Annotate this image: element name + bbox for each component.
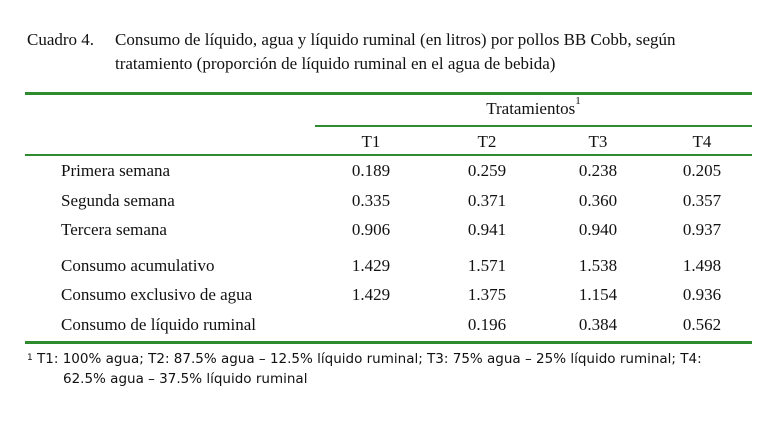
table-cell: 0.906 bbox=[331, 219, 411, 241]
table-cell: 1.429 bbox=[331, 284, 411, 306]
bottom-rule bbox=[25, 341, 752, 344]
row-label: Consumo acumulativo bbox=[61, 255, 214, 277]
footnote-marker: 1 bbox=[27, 353, 33, 363]
header-rule bbox=[25, 154, 752, 156]
table-cell: 1.498 bbox=[662, 255, 742, 277]
table-cell: 0.384 bbox=[558, 314, 638, 336]
table-cell: 0.189 bbox=[331, 160, 411, 182]
column-header: T4 bbox=[662, 131, 742, 153]
group-header-note: 1 bbox=[575, 95, 581, 107]
table-cell: 0.360 bbox=[558, 190, 638, 212]
column-header: T1 bbox=[331, 131, 411, 153]
row-label: Segunda semana bbox=[61, 190, 175, 212]
group-header-rule bbox=[315, 125, 752, 127]
top-rule bbox=[25, 92, 752, 95]
table-cell: 0.205 bbox=[662, 160, 742, 182]
table-cell: 0.562 bbox=[662, 314, 742, 336]
table-cell: 1.375 bbox=[447, 284, 527, 306]
table-cell: 0.937 bbox=[662, 219, 742, 241]
table-cell: 0.936 bbox=[662, 284, 742, 306]
table-cell: 0.940 bbox=[558, 219, 638, 241]
table-cell: 1.571 bbox=[447, 255, 527, 277]
table-cell: 0.259 bbox=[447, 160, 527, 182]
table-cell: 0.357 bbox=[662, 190, 742, 212]
table-cell: 0.196 bbox=[447, 314, 527, 336]
table-cell: 0.371 bbox=[447, 190, 527, 212]
caption-number: Cuadro 4. bbox=[27, 28, 94, 52]
footnote-line-2: 62.5% agua – 37.5% líquido ruminal bbox=[27, 369, 757, 389]
group-header-label: Tratamientos bbox=[486, 99, 575, 118]
table-cell: 0.941 bbox=[447, 219, 527, 241]
footnote: 1 T1: 100% agua; T2: 87.5% agua – 12.5% … bbox=[27, 349, 757, 389]
row-label: Primera semana bbox=[61, 160, 170, 182]
footnote-line-1: T1: 100% agua; T2: 87.5% agua – 12.5% lí… bbox=[37, 351, 702, 367]
table-cell: 0.238 bbox=[558, 160, 638, 182]
row-label: Consumo de líquido ruminal bbox=[61, 314, 256, 336]
column-header: T2 bbox=[447, 131, 527, 153]
row-label: Tercera semana bbox=[61, 219, 167, 241]
table-cell: 1.154 bbox=[558, 284, 638, 306]
column-header: T3 bbox=[558, 131, 638, 153]
table-cell: 1.429 bbox=[331, 255, 411, 277]
table-cell: 0.335 bbox=[331, 190, 411, 212]
row-label: Consumo exclusivo de agua bbox=[61, 284, 252, 306]
caption-text: Consumo de líquido, agua y líquido rumin… bbox=[115, 28, 755, 76]
table-cell: 1.538 bbox=[558, 255, 638, 277]
group-header: Tratamientos1 bbox=[315, 98, 752, 120]
